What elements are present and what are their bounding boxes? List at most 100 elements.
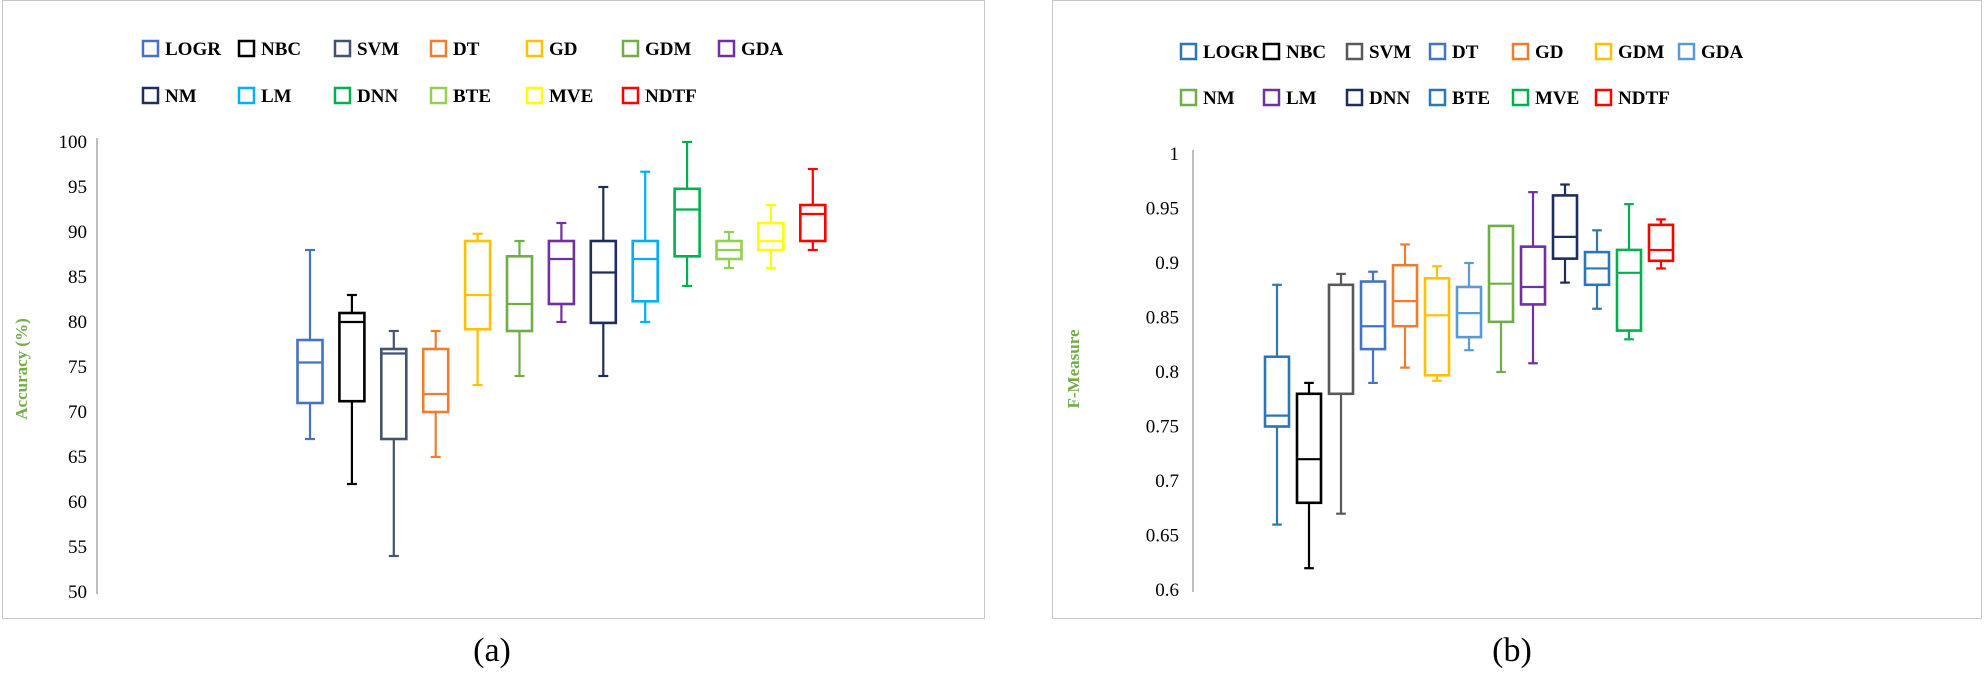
y-tick-label: 0.9 [1155,253,1179,274]
box-lm [631,239,660,303]
box-gdm [1423,276,1451,377]
y-tick-label: 1 [1170,144,1180,165]
legend-swatch [1594,88,1613,107]
caption-a: (a) [473,632,511,669]
y-tick-label: 60 [68,492,87,513]
box-mve [757,221,785,252]
box-lm [1519,245,1547,306]
legend-swatch [429,86,448,105]
legend-swatch [717,39,736,58]
legend-swatch [1262,42,1281,61]
box-ndtf [1647,223,1675,263]
legend-swatch [1594,42,1613,61]
y-tick-label: 75 [68,357,87,378]
legend-swatch [1511,42,1530,61]
box-mve [1615,248,1643,332]
y-tick-label: 55 [68,537,87,558]
y-tick-label: 0.7 [1155,471,1179,492]
chart-panel-accuracy: 50 55 60 65 70 75 80 85 90 95 100 Accuracy (%) LOGR N… [2,0,985,619]
y-tick-label: 0.95 [1146,199,1179,220]
legend-label: SVM [1369,42,1411,63]
box-svm [1327,283,1355,396]
legend-swatch [621,39,640,58]
box-gdm [505,255,534,333]
box-nbc [338,311,366,403]
legend-swatch [525,86,544,105]
legend-swatch [525,39,544,58]
legend-label: NDTF [645,86,697,107]
legend-swatch [1511,88,1530,107]
legend-swatch [1179,42,1198,61]
legend-swatch [1677,42,1696,61]
caption-b: (b) [1492,632,1532,669]
legend-label: LOGR [1203,42,1259,63]
box-dnn [1551,194,1579,260]
legend-label: GD [549,39,578,60]
legend-label: GDA [741,39,784,60]
box-nm [589,239,618,325]
legend-label: GD [1535,42,1564,63]
legend-label: NDTF [1618,88,1670,109]
legend-label: DNN [1369,88,1410,109]
box-dnn [673,187,701,258]
legend-swatch [1262,88,1281,107]
box-svm [379,347,408,441]
legend-swatch [333,86,352,105]
legend-label: GDM [1618,42,1665,63]
fmeasure-boxplot: 0.6 0.65 0.7 0.75 0.8 0.85 0.9 0.95 1 F-Measure LO… [1064,42,1744,601]
y-tick-label: 85 [68,267,87,288]
accuracy-boxplot: 50 55 60 65 70 75 80 85 90 95 100 Accuracy (%) LOGR N… [12,39,827,603]
legend-label: NM [165,86,197,107]
legend-swatch [1345,42,1364,61]
y-tick-label: 80 [68,312,87,333]
box-gda [547,239,576,306]
legend-label: LOGR [165,39,221,60]
y-axis-label: F-Measure [1064,329,1083,408]
box-dt [421,347,450,414]
box-nm [1487,224,1515,324]
legend-swatch [429,39,448,58]
box-gd [1391,263,1419,328]
legend-label: BTE [453,86,491,107]
legend-label: MVE [1535,88,1579,109]
y-tick-label: 95 [68,177,87,198]
y-tick-label: 50 [68,582,87,603]
legend-label: DT [1452,42,1479,63]
legend-label: LM [261,86,292,107]
legend-label: GDM [645,39,692,60]
legend-swatch [1179,88,1198,107]
legend-label: NM [1203,88,1235,109]
legend-label: SVM [357,39,399,60]
box-gd [463,239,492,331]
legend-swatch [1428,42,1447,61]
legend-swatch [1345,88,1364,107]
legend-swatch [141,39,160,58]
legend-label: NBC [261,39,301,60]
legend-label: LM [1286,88,1317,109]
y-tick-label: 65 [68,447,87,468]
y-tick-label: 0.75 [1146,417,1179,438]
y-tick-label: 100 [59,132,88,153]
legend-label: GDA [1701,42,1744,63]
box-nbc [1295,392,1323,505]
legend-swatch [1428,88,1447,107]
legend-swatch [333,39,352,58]
legend-swatch [237,86,256,105]
legend-label: DT [453,39,480,60]
box-ndtf [798,203,827,243]
legend-swatch [237,39,256,58]
legend-label: DNN [357,86,398,107]
legend-swatch [141,86,160,105]
box-dt [1359,280,1387,351]
legend-swatch [621,86,640,105]
legend-label: BTE [1452,88,1490,109]
y-tick-label: 90 [68,222,87,243]
y-axis-label: Accuracy (%) [12,318,31,420]
y-tick-label: 0.8 [1155,362,1179,383]
legend-label: NBC [1286,42,1326,63]
y-tick-label: 0.6 [1155,580,1179,601]
y-tick-label: 0.85 [1146,308,1179,329]
y-tick-label: 70 [68,402,87,423]
legend-label: MVE [549,86,593,107]
y-tick-label: 0.65 [1146,526,1179,547]
